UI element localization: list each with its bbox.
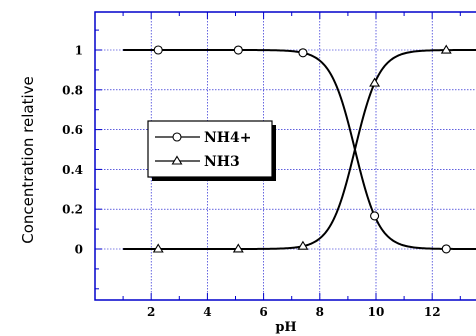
- legend-label-nh4: NH4+: [204, 130, 252, 146]
- nh4-point-4: [441, 244, 451, 254]
- legend-marker-nh3: [171, 155, 183, 165]
- y-tick-label-2: 0.4: [62, 163, 83, 177]
- plot-frame: [94, 11, 476, 301]
- x-axis-label: pH: [275, 320, 296, 335]
- nh3-point-2: [297, 240, 309, 250]
- x-tick-label-1: 4: [203, 305, 211, 319]
- y-tick-label-3: 0.6: [62, 123, 83, 137]
- x-tick-label-3: 8: [316, 305, 324, 319]
- nh3-point-0: [152, 243, 164, 253]
- x-tick-label-0: 2: [147, 305, 155, 319]
- nh4-point-0: [153, 45, 163, 55]
- nh4-point-2: [298, 48, 308, 58]
- legend: NH4+ NH3: [147, 120, 276, 181]
- y-tick-label-0: 0: [75, 243, 83, 257]
- nh4-point-3: [370, 211, 380, 221]
- y-tick-label-4: 0.8: [62, 83, 83, 97]
- x-tick-label-5: 12: [424, 305, 441, 319]
- y-axis-tick-labels: 0 0.2 0.4 0.6 0.8 1: [62, 44, 83, 257]
- y-axis-label: Concentration relative: [19, 76, 37, 243]
- nh3-point-1: [232, 243, 244, 253]
- legend-marker-nh4: [172, 132, 182, 142]
- x-tick-label-4: 10: [368, 305, 385, 319]
- axis-ticks: [95, 12, 461, 300]
- nh3-point-3: [369, 77, 381, 87]
- x-axis-tick-labels: 2 4 6 8 10 12: [147, 305, 441, 319]
- nh3-point-4: [440, 44, 452, 54]
- legend-label-nh3: NH3: [204, 154, 240, 170]
- y-tick-label-5: 1: [75, 44, 83, 58]
- series-markers: [152, 44, 452, 254]
- nh4-point-1: [233, 45, 243, 55]
- x-tick-label-2: 6: [259, 305, 267, 319]
- legend-box: [147, 120, 273, 178]
- y-tick-label-1: 0.2: [62, 203, 83, 217]
